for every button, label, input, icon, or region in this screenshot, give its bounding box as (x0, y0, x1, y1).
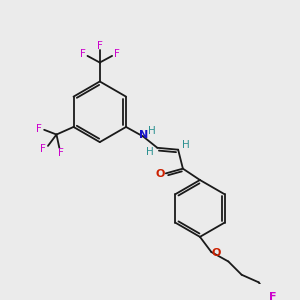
Text: O: O (155, 169, 165, 179)
Text: H: H (146, 147, 154, 157)
Text: F: F (114, 49, 120, 59)
Text: H: H (182, 140, 190, 150)
Text: F: F (269, 292, 277, 300)
Text: F: F (97, 41, 103, 51)
Text: N: N (140, 130, 149, 140)
Text: F: F (58, 148, 64, 158)
Text: H: H (148, 126, 155, 136)
Text: F: F (37, 124, 42, 134)
Text: O: O (212, 248, 221, 258)
Text: F: F (40, 144, 46, 154)
Text: F: F (80, 49, 86, 59)
